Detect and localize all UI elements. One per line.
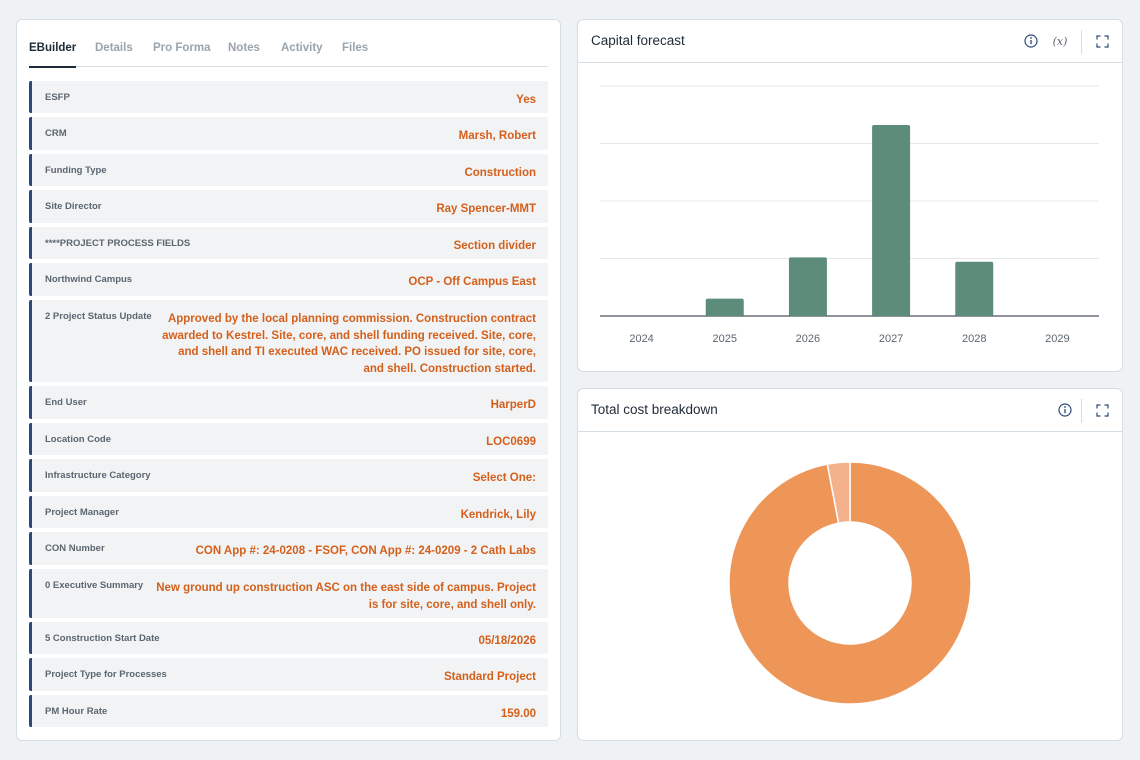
x-tick-label: 2027 <box>879 333 903 345</box>
field-label: 2 Project Status Update <box>45 311 152 322</box>
field-row-esfp[interactable]: ESFP Yes <box>29 81 548 113</box>
cost-breakdown-chart <box>728 461 972 705</box>
bar-2025[interactable] <box>705 298 744 316</box>
donut-slice[interactable] <box>728 461 972 705</box>
field-row-funding-type[interactable]: Funding Type Construction <box>29 154 548 186</box>
field-label: CON Number <box>45 543 105 554</box>
field-row-crm[interactable]: CRM Marsh, Robert <box>29 117 548 150</box>
field-label: 0 Executive Summary <box>45 580 144 591</box>
expand-icon[interactable] <box>1094 33 1110 49</box>
field-label: CRM <box>45 128 67 139</box>
card-title: Total cost breakdown <box>591 402 718 417</box>
field-row-location-code[interactable]: Location Code LOC0699 <box>29 423 548 455</box>
field-value: Yes <box>516 94 536 106</box>
field-list: ESFP Yes CRM Marsh, Robert Funding Type … <box>29 81 548 731</box>
capital-forecast-chart: 2024 2025 2026 2027 2028 2029 <box>600 85 1099 345</box>
field-label: Location Code <box>45 434 111 445</box>
tab-notes[interactable]: Notes <box>228 42 260 54</box>
field-value: Section divider <box>453 240 536 252</box>
field-label: Northwind Campus <box>45 274 133 285</box>
field-row-con-number[interactable]: CON Number CON App #: 24-0208 - FSOF, CO… <box>29 532 548 565</box>
tab-ebuilder[interactable]: EBuilder <box>29 40 77 68</box>
field-value: 05/18/2026 <box>478 635 536 647</box>
field-label: ****PROJECT PROCESS FIELDS <box>45 238 191 249</box>
field-value: Select One: <box>472 472 536 484</box>
card-title: Capital forecast <box>591 33 685 48</box>
field-value: Standard Project <box>443 671 536 683</box>
bar-2027[interactable] <box>872 125 911 316</box>
field-value: 159.00 <box>500 708 536 720</box>
info-icon[interactable] <box>1057 402 1073 418</box>
field-label: Project Type for Processes <box>45 669 167 680</box>
field-row-project-status-update[interactable]: 2 Project Status Update Approved by the … <box>29 300 548 382</box>
field-label: ESFP <box>45 92 70 103</box>
donut-slice[interactable] <box>826 461 851 524</box>
x-tick-label: 2029 <box>1045 333 1069 345</box>
tab-details[interactable]: Details <box>95 42 133 54</box>
field-value: Kendrick, Lily <box>460 509 536 521</box>
field-label: Site Director <box>45 201 102 212</box>
field-value: CON App #: 24-0208 - FSOF, CON App #: 24… <box>195 545 536 557</box>
details-panel: EBuilder Details Pro Forma Notes Activit… <box>16 19 561 741</box>
field-label: Infrastructure Category <box>45 470 151 481</box>
field-label: Funding Type <box>45 165 107 176</box>
field-value: Ray Spencer-MMT <box>436 203 536 215</box>
bar-2028[interactable] <box>955 261 994 316</box>
field-value: LOC0699 <box>486 436 536 448</box>
capital-forecast-card: Capital forecast (x) 2024 2025 2026 2027 202… <box>577 19 1123 372</box>
info-icon[interactable] <box>1023 33 1039 49</box>
x-tick-label: 2028 <box>962 333 986 345</box>
x-tick-label: 2026 <box>796 333 820 345</box>
field-row-executive-summary[interactable]: 0 Executive Summary New ground up constr… <box>29 569 548 618</box>
tab-bar: EBuilder Details Pro Forma Notes Activit… <box>29 40 548 68</box>
tab-pro-forma[interactable]: Pro Forma <box>153 42 211 54</box>
field-value: Construction <box>464 167 536 179</box>
header-divider <box>1081 399 1082 423</box>
field-value: Marsh, Robert <box>458 130 536 142</box>
card-header: Total cost breakdown <box>578 389 1122 432</box>
x-tick-label: 2025 <box>713 333 737 345</box>
cost-breakdown-card: Total cost breakdown <box>577 388 1123 741</box>
field-row-site-director[interactable]: Site Director Ray Spencer-MMT <box>29 190 548 223</box>
field-value: HarperD <box>490 399 536 411</box>
field-row-construction-start-date[interactable]: 5 Construction Start Date 05/18/2026 <box>29 622 548 654</box>
tab-activity[interactable]: Activity <box>281 42 323 54</box>
tab-files[interactable]: Files <box>342 42 369 54</box>
field-row-project-type[interactable]: Project Type for Processes Standard Proj… <box>29 658 548 691</box>
field-value: Approved by the local planning commissio… <box>162 313 536 375</box>
field-label: Project Manager <box>45 507 119 518</box>
x-tick-label: 2024 <box>629 333 653 345</box>
field-row-project-manager[interactable]: Project Manager Kendrick, Lily <box>29 496 548 528</box>
field-row-project-process-fields[interactable]: ****PROJECT PROCESS FIELDS Section divid… <box>29 227 548 259</box>
field-label: PM Hour Rate <box>45 706 108 717</box>
expand-icon[interactable] <box>1094 402 1110 418</box>
field-row-end-user[interactable]: End User HarperD <box>29 386 548 419</box>
field-row-infrastructure-category[interactable]: Infrastructure Category Select One: <box>29 459 548 492</box>
field-value: OCP - Off Campus East <box>408 276 536 288</box>
field-label: 5 Construction Start Date <box>45 633 160 644</box>
card-header: Capital forecast (x) <box>578 20 1122 63</box>
variable-icon[interactable]: (x) <box>1052 34 1068 48</box>
header-divider <box>1081 30 1082 54</box>
field-row-campus[interactable]: Northwind Campus OCP - Off Campus East <box>29 263 548 296</box>
bar-2026[interactable] <box>788 257 827 316</box>
field-label: End User <box>45 397 87 408</box>
field-value: New ground up construction ASC on the ea… <box>156 582 536 611</box>
field-row-pm-hour-rate[interactable]: PM Hour Rate 159.00 <box>29 695 548 727</box>
